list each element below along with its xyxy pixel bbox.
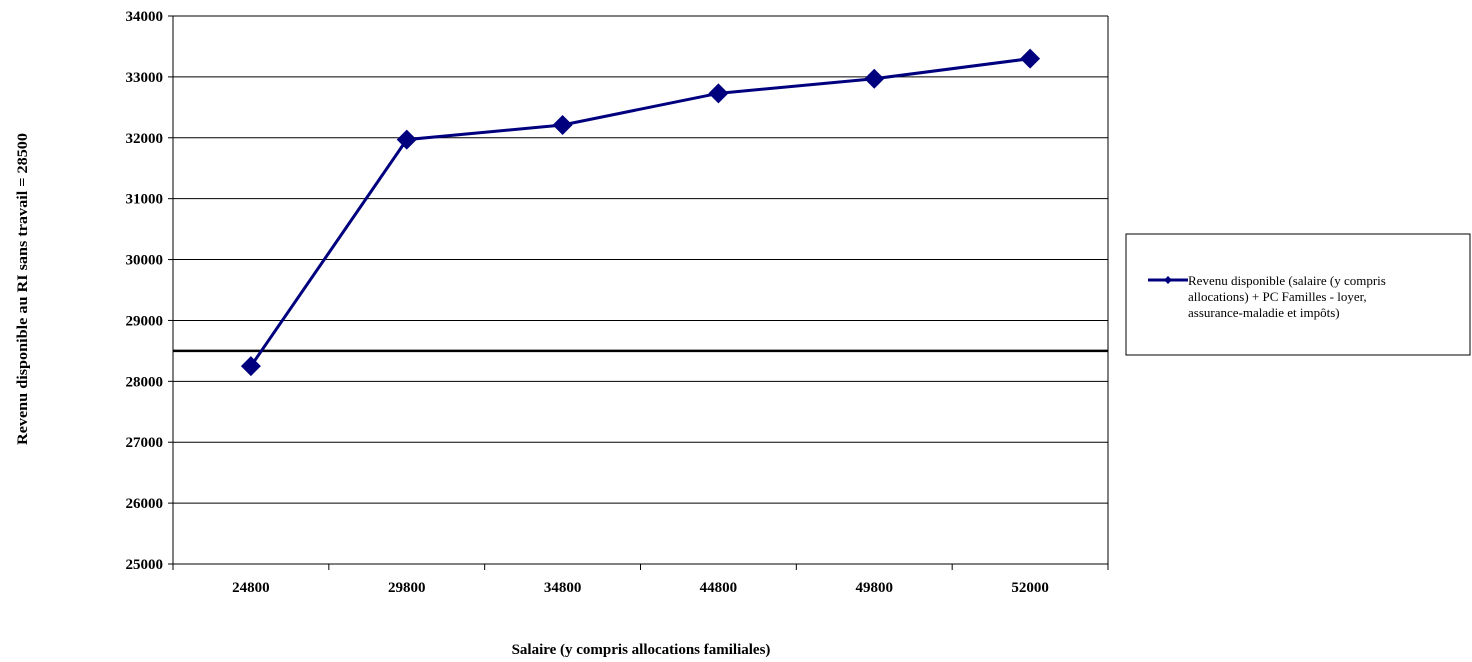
y-tick-label: 34000 [126, 9, 164, 25]
x-tick-label: 24800 [232, 580, 270, 596]
y-tick-label: 33000 [126, 70, 164, 86]
y-tick-label: 27000 [126, 435, 164, 451]
x-tick-label: 49800 [856, 580, 894, 596]
series-line [249, 57, 1031, 367]
y-tick-label: 30000 [126, 253, 164, 269]
axes [168, 15, 1109, 570]
x-tick-labels: 24800 29800 34800 44800 49800 52000 [232, 580, 1049, 596]
x-tick-label: 52000 [1011, 580, 1049, 596]
x-axis-title: Salaire (y compris allocations familiale… [512, 642, 771, 658]
x-tick-label: 34800 [544, 580, 582, 596]
legend-line-2: allocations) + PC Familles - loyer, [1188, 289, 1367, 304]
y-tick-labels: 25000 26000 27000 28000 29000 30000 31000 32000… [126, 9, 164, 573]
legend-box [1125, 233, 1471, 356]
x-tick-label: 44800 [700, 580, 738, 596]
y-tick-label: 32000 [126, 131, 164, 147]
data-point [864, 68, 885, 89]
y-tick-label: 28000 [126, 374, 164, 390]
legend-line-3: assurance-maladie et impôts) [1188, 305, 1340, 320]
legend: Revenu disponible (salaire (y compris al… [1125, 233, 1471, 356]
gridlines [173, 15, 1108, 565]
legend-line-1: Revenu disponible (salaire (y compris [1188, 273, 1386, 288]
y-tick-label: 26000 [126, 496, 164, 512]
data-point [552, 114, 573, 135]
y-tick-label: 25000 [126, 557, 164, 573]
y-axis-title: Revenu disponible au RI sans travail = 2… [15, 133, 31, 445]
data-point [1020, 48, 1041, 69]
y-tick-label: 31000 [126, 192, 164, 208]
y-tick-label: 29000 [126, 313, 164, 329]
data-point [708, 83, 729, 104]
x-tick-label: 29800 [388, 580, 426, 596]
series-group [240, 48, 1041, 377]
legend-swatch-marker [1164, 276, 1172, 284]
data-point [240, 356, 261, 377]
data-point [396, 129, 417, 150]
